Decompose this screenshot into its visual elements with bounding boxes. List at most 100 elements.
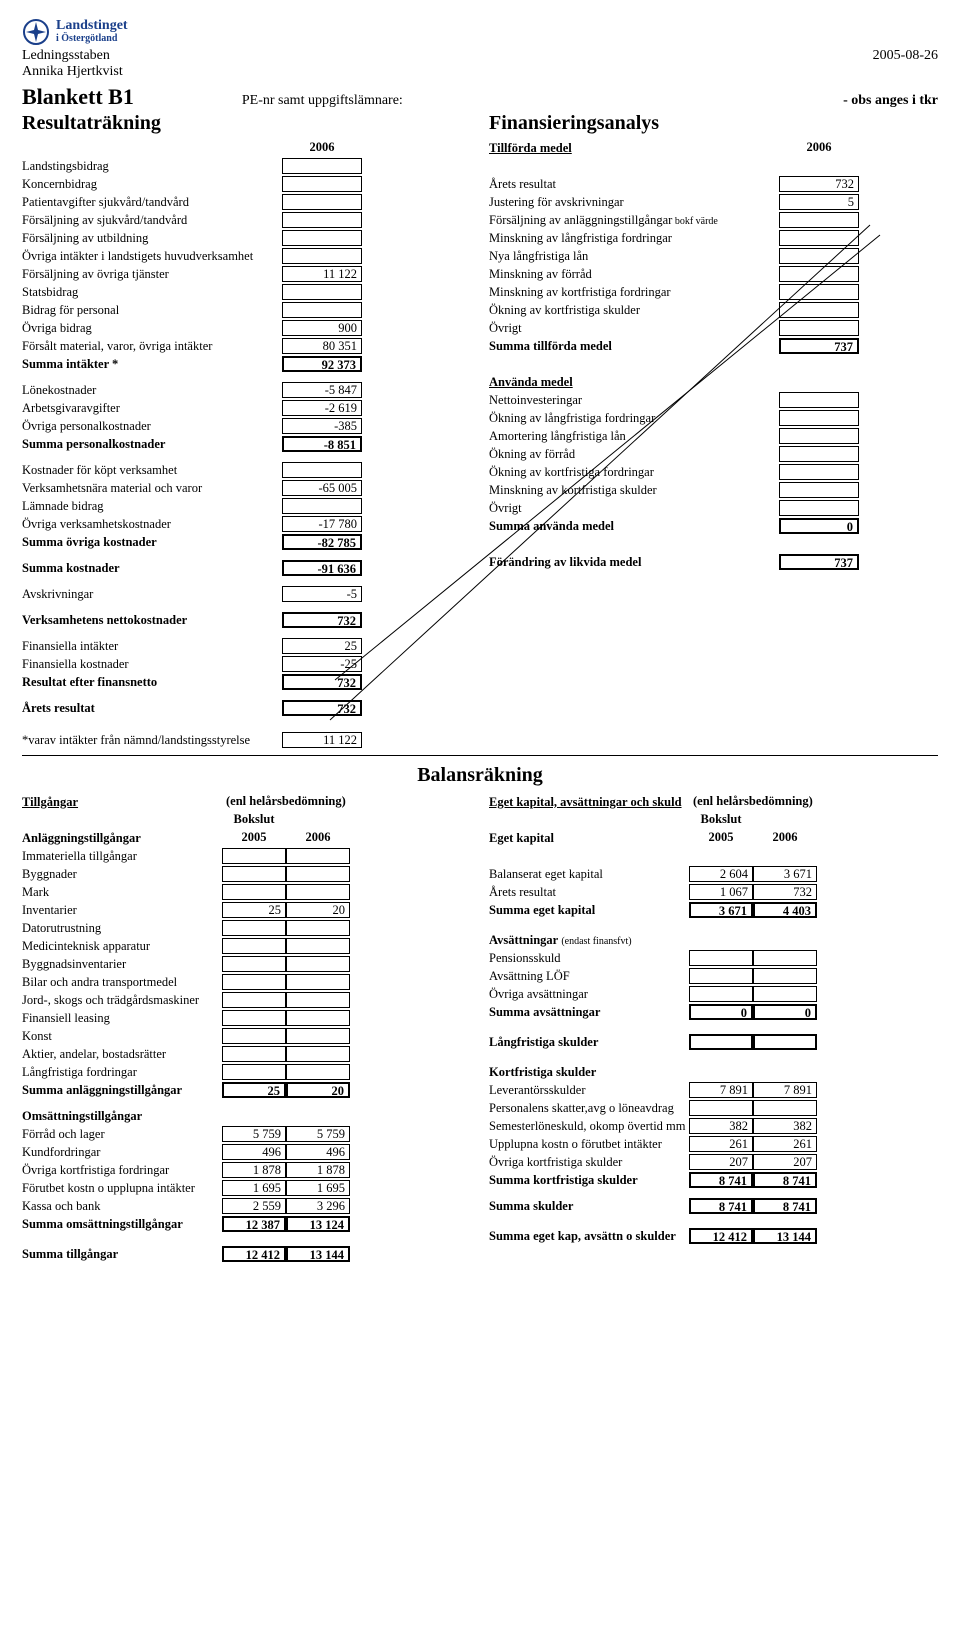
anlagg-sum-row: Summa anläggningstillgångar 25 20 [22, 1081, 471, 1099]
table-row: Övrigt [489, 499, 938, 517]
table-row: Finansiella kostnader-25 [22, 655, 471, 673]
header-dept: Ledningsstaben [22, 48, 123, 64]
result-column: Resultaträkning 2006 LandstingsbidragKon… [22, 110, 471, 749]
table-row: Finansiell leasing [22, 1009, 471, 1027]
anvanda-sum-row: Summa använda medel 0 [489, 517, 938, 535]
lang-row: Långfristiga skulder [489, 1033, 938, 1051]
table-row: Nettoinvesteringar [489, 391, 938, 409]
income-sum-row: Summa intäkter * 92 373 [22, 355, 471, 373]
table-row: Verksamhetsnära material och varor-65 00… [22, 479, 471, 497]
table-row: Årets resultat732 [489, 175, 938, 193]
table-row: Leverantörsskulder7 8917 891 [489, 1081, 938, 1099]
table-row: Kassa och bank2 5593 296 [22, 1197, 471, 1215]
table-row: Finansiella intäkter25 [22, 637, 471, 655]
finnet-row: Resultat efter finansnetto 732 [22, 673, 471, 691]
final-sum-row: Summa eget kap, avsättn o skulder 12 412… [489, 1227, 938, 1245]
eget-sum-row: Summa eget kapital 3 671 4 403 [489, 901, 938, 919]
table-row: Övriga avsättningar [489, 985, 938, 1003]
table-row: Ökning av förråd [489, 445, 938, 463]
table-row: Lönekostnader-5 847 [22, 381, 471, 399]
table-row: Övriga kortfristiga fordringar1 8781 878 [22, 1161, 471, 1179]
table-row: Minskning av kortfristiga skulder [489, 481, 938, 499]
table-row: Justering för avskrivningar5 [489, 193, 938, 211]
tillforda-sum-row: Summa tillförda medel 737 [489, 337, 938, 355]
bal-tillgangar-h: Tillgångar [22, 795, 222, 810]
table-row: Långfristiga fordringar [22, 1063, 471, 1081]
table-row: Bidrag för personal [22, 301, 471, 319]
table-row: Avsättning LÖF [489, 967, 938, 985]
likvida-row: Förändring av likvida medel 737 [489, 553, 938, 571]
year-result-row: Årets resultat 732 [22, 699, 471, 717]
footnote-row: *varav intäkter från nämnd/landstingssty… [22, 731, 471, 749]
table-row: Balanserat eget kapital2 6043 671 [489, 865, 938, 883]
table-row: Kundfordringar496496 [22, 1143, 471, 1161]
table-row: Personalens skatter,avg o löneavdrag [489, 1099, 938, 1117]
table-row: Semesterlöneskuld, okomp övertid mm38238… [489, 1117, 938, 1135]
table-row: Försålt material, varor, övriga intäkter… [22, 337, 471, 355]
table-row: Byggnader [22, 865, 471, 883]
table-row: Minskning av långfristiga fordringar [489, 229, 938, 247]
table-row: Nya långfristiga lån [489, 247, 938, 265]
cost-sum-row: Summa kostnader -91 636 [22, 559, 471, 577]
table-row: Bilar och andra transportmedel [22, 973, 471, 991]
form-unit-note: - obs anges i tkr [843, 93, 938, 109]
finans-heading: Finansieringsanalys [489, 112, 938, 135]
table-row: Upplupna kostn o förutbet intäkter261261 [489, 1135, 938, 1153]
table-row: Arbetsgivaravgifter-2 619 [22, 399, 471, 417]
table-row: Övriga personalkostnader-385 [22, 417, 471, 435]
bal-assets-col: Tillgångar (enl helårsbedömning) Bokslut… [22, 793, 471, 1263]
table-row: Landstingsbidrag [22, 157, 471, 175]
table-row: Immateriella tillgångar [22, 847, 471, 865]
form-id: Blankett B1 [22, 84, 134, 110]
table-row: Medicinteknisk apparatur [22, 937, 471, 955]
table-row: Förutbet kostn o upplupna intäkter1 6951… [22, 1179, 471, 1197]
table-row: Konst [22, 1027, 471, 1045]
bal-eget-h: Eget kapital, avsättningar och skuld [489, 795, 689, 810]
header-author: Annika Hjertkvist [22, 64, 123, 80]
table-row: Inventarier2520 [22, 901, 471, 919]
table-row: Pensionsskuld [489, 949, 938, 967]
table-row: Övriga bidrag900 [22, 319, 471, 337]
table-row: Försäljning av övriga tjänster11 122 [22, 265, 471, 283]
personnel-sum-row: Summa personalkostnader -8 851 [22, 435, 471, 453]
table-row: Ökning av långfristiga fordringar [489, 409, 938, 427]
header-date: 2005-08-26 [873, 48, 938, 64]
table-row: Kostnader för köpt verksamhet [22, 461, 471, 479]
logo-icon [22, 18, 50, 46]
table-row: Koncernbidrag [22, 175, 471, 193]
logo-name: Landstinget [56, 18, 128, 33]
table-row: Aktier, andelar, bostadsrätter [22, 1045, 471, 1063]
form-subtitle: PE-nr samt uppgiftslämnare: [242, 93, 403, 109]
table-row: Ökning av kortfristiga fordringar [489, 463, 938, 481]
bal-liab-col: Eget kapital, avsättningar och skuld (en… [489, 793, 938, 1263]
finance-column: Finansieringsanalys Tillförda medel 2006… [489, 110, 938, 749]
table-row: Övriga verksamhetskostnader-17 780 [22, 515, 471, 533]
table-row: Patientavgifter sjukvård/tandvård [22, 193, 471, 211]
table-row: Datorutrustning [22, 919, 471, 937]
logo: Landstinget i Östergötland [22, 18, 938, 46]
skuld-sum-row: Summa skulder 8 741 8 741 [489, 1197, 938, 1215]
table-row: Försäljning av sjukvård/tandvård [22, 211, 471, 229]
other-costs-sum-row: Summa övriga kostnader -82 785 [22, 533, 471, 551]
tillforda-header: Tillförda medel [489, 141, 779, 156]
table-row: Övrigt [489, 319, 938, 337]
table-row: Minskning av kortfristiga fordringar [489, 283, 938, 301]
table-row: Amortering långfristiga lån [489, 427, 938, 445]
table-row: Statsbidrag [22, 283, 471, 301]
table-row: Ökning av kortfristiga skulder [489, 301, 938, 319]
table-row: Försäljning av utbildning [22, 229, 471, 247]
table-row: Övriga kortfristiga skulder207207 [489, 1153, 938, 1171]
table-row: Minskning av förråd [489, 265, 938, 283]
table-row: Jord-, skogs och trädgårdsmaskiner [22, 991, 471, 1009]
table-row: Byggnadsinventarier [22, 955, 471, 973]
anvanda-header: Använda medel [489, 375, 779, 390]
net-row: Verksamhetens nettokostnader 732 [22, 611, 471, 629]
table-row: Årets resultat1 067732 [489, 883, 938, 901]
table-row: Försäljning av anläggningstillgångar bok… [489, 211, 938, 229]
year-header: 2006 [282, 140, 362, 156]
table-row: Övriga intäkter i landstigets huvudverks… [22, 247, 471, 265]
divider [22, 755, 938, 756]
balans-heading: Balansräkning [22, 764, 938, 787]
depr-row: Avskrivningar -5 [22, 585, 471, 603]
table-row: Lämnade bidrag [22, 497, 471, 515]
